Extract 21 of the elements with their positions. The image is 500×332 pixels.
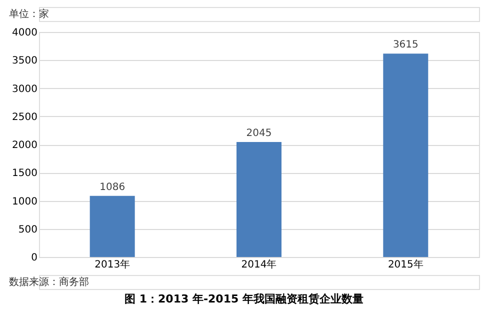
- y-tick-label: 3000: [12, 84, 38, 95]
- text: 图 1：2013 年-2015 年我国融资租赁企业数量: [124, 292, 364, 306]
- y-tick-label: 500: [18, 224, 38, 236]
- data-label: 3615: [392, 40, 418, 51]
- bar: [90, 196, 135, 257]
- y-tick-label: 3500: [12, 56, 38, 67]
- text: 单位：家: [9, 8, 49, 20]
- data-label: 2045: [246, 128, 272, 139]
- data-label: 1086: [100, 182, 126, 193]
- bar: [383, 54, 428, 257]
- x-tick-label: 2015年: [388, 258, 424, 270]
- y-tick-label: 1000: [12, 196, 38, 208]
- y-tick-label: 0: [31, 252, 38, 264]
- y-tick-label: 4000: [12, 28, 38, 38]
- bar: [236, 142, 282, 257]
- source-note: 数据来源：商务部: [9, 276, 89, 288]
- y-tick-label: 2000: [12, 140, 38, 151]
- x-tick-label: 2013年: [94, 258, 130, 270]
- y-tick-label: 1500: [12, 168, 38, 180]
- x-tick-label: 2014年: [241, 258, 277, 270]
- y-tick-label: 2500: [12, 112, 38, 123]
